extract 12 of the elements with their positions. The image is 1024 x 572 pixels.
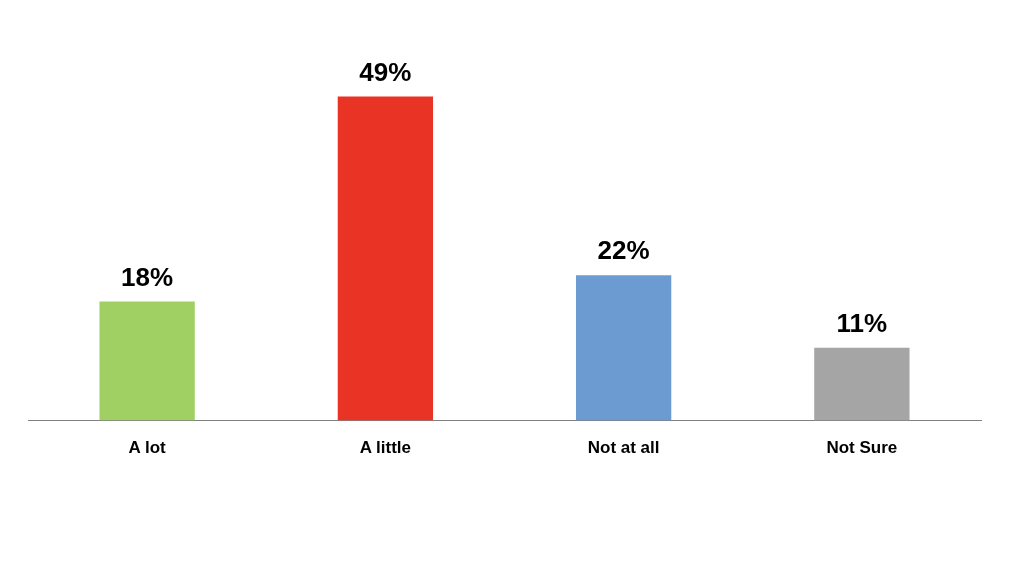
bar: [814, 347, 910, 421]
bar: [337, 96, 434, 421]
data-label: 18%: [121, 261, 174, 292]
x-tick-label: Not Sure: [826, 438, 898, 458]
data-label: 22%: [597, 235, 650, 266]
x-tick-label: A little: [359, 438, 412, 458]
bar: [99, 301, 195, 421]
x-tick-label: Not at all: [587, 438, 660, 458]
data-label: 49%: [359, 56, 412, 87]
x-tick-label: A lot: [128, 438, 167, 458]
bar: [575, 275, 672, 421]
data-label: 11%: [836, 308, 888, 339]
